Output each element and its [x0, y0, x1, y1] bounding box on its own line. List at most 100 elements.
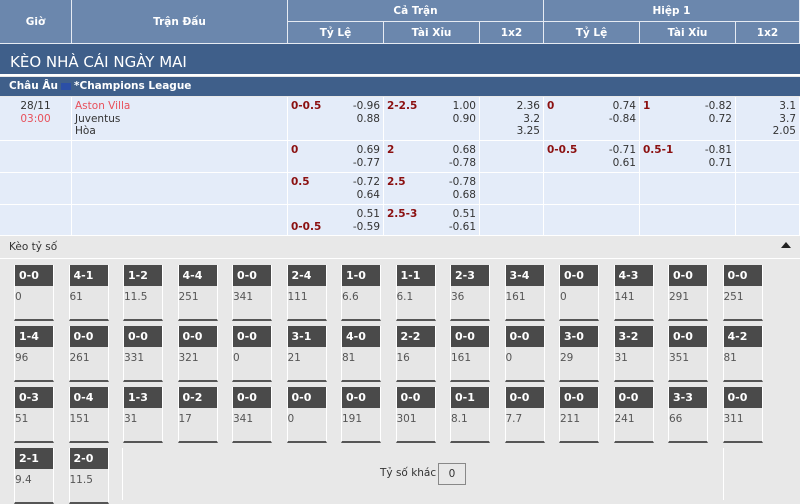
- score-cell[interactable]: 1-3 31: [123, 387, 163, 443]
- score-odds: 61: [69, 291, 83, 303]
- odds-1x2[interactable]: 3.1: [779, 100, 796, 112]
- h1-over-under-odds-2[interactable]: 0.71: [708, 156, 732, 169]
- ft-handicap-line: 0.5: [291, 176, 310, 188]
- score-cell[interactable]: 0-0 0: [286, 387, 327, 443]
- score-cell[interactable]: 4-0 81: [341, 326, 381, 382]
- score-cell[interactable]: 0-0 0: [232, 326, 272, 382]
- ft-over-under-cell[interactable]: 2 0.68 -0.78: [384, 141, 480, 173]
- h1-over-under-cell[interactable]: 1 -0.82 0.72: [640, 97, 736, 141]
- score-cell[interactable]: 0-0 291: [668, 265, 708, 321]
- home-team[interactable]: Aston Villa: [75, 100, 131, 112]
- ft-over-under-odds-1[interactable]: 0.68: [452, 144, 476, 156]
- score-cell[interactable]: 0-4 151: [68, 387, 109, 443]
- ft-handicap-odds-2[interactable]: -0.77: [352, 156, 380, 169]
- score-cell[interactable]: 0-0 161: [450, 326, 490, 382]
- score-cell[interactable]: 0-0 261: [68, 326, 109, 382]
- score-cell[interactable]: 2-4 111: [286, 265, 327, 321]
- ft-over-under-cell[interactable]: 2.5-3 0.51 -0.61: [384, 205, 480, 236]
- score-cell[interactable]: 4-3 141: [613, 265, 654, 321]
- h1-1x2-cell[interactable]: 3.1 3.7 2.05: [736, 97, 800, 141]
- ft-over-under-odds-1[interactable]: 0.51: [452, 208, 476, 220]
- ft-handicap-odds-1[interactable]: -0.72: [352, 176, 380, 188]
- score-cell[interactable]: 1-1 6.1: [395, 265, 436, 321]
- league-row[interactable]: Châu Âu *Champions League: [0, 77, 800, 96]
- score-cell[interactable]: 0-0 301: [395, 387, 436, 443]
- ft-handicap-odds-2[interactable]: 0.88: [356, 112, 380, 125]
- match-cell: [72, 141, 288, 173]
- score-cell[interactable]: 0-0 331: [123, 326, 163, 382]
- score-cell[interactable]: 2-3 36: [450, 265, 490, 321]
- score-cell[interactable]: 0-0 0: [559, 265, 599, 321]
- score-cell[interactable]: 3-4 161: [504, 265, 545, 321]
- ft-over-under-odds-1[interactable]: -0.78: [448, 176, 476, 188]
- odds-1x2[interactable]: 2.05: [772, 125, 796, 137]
- score-cell[interactable]: 0-0 191: [341, 387, 381, 443]
- score-cell[interactable]: 3-0 29: [559, 326, 599, 382]
- score-cell[interactable]: 0-0 211: [559, 387, 599, 443]
- score-cell[interactable]: 2-0 11.5: [68, 448, 109, 504]
- ft-handicap-cell[interactable]: 0 0.69 -0.77: [288, 141, 384, 173]
- score-cell[interactable]: 1-0 6.6: [341, 265, 381, 321]
- score-cell[interactable]: 0-0 7.7: [504, 387, 545, 443]
- h1-handicap-odds-1[interactable]: 0.74: [612, 100, 636, 112]
- ft-handicap-odds-1[interactable]: 0.69: [356, 144, 380, 156]
- h1-handicap-cell[interactable]: 0 0.74 -0.84: [544, 97, 640, 141]
- score-section-header[interactable]: Kèo tỷ số: [0, 236, 800, 259]
- score-cell[interactable]: 1-2 11.5: [123, 265, 163, 321]
- away-team[interactable]: Juventus: [75, 112, 121, 125]
- time-cell[interactable]: 28/11 03:00: [0, 97, 72, 141]
- odds-1x2[interactable]: 3.2: [523, 112, 540, 125]
- score-cell[interactable]: 0-0 321: [177, 326, 218, 382]
- ft-handicap-odds-1[interactable]: -0.96: [352, 100, 380, 112]
- h1-over-under-odds-2[interactable]: 0.72: [708, 112, 732, 125]
- ft-handicap-cell[interactable]: 0-0.5 -0.96 0.88: [288, 97, 384, 141]
- ft-over-under-cell[interactable]: 2.5 -0.78 0.68: [384, 173, 480, 205]
- match-cell[interactable]: Aston Villa Juventus Hòa: [72, 97, 288, 141]
- odds-1x2[interactable]: 2.36: [516, 100, 540, 112]
- ft-over-under-odds-1[interactable]: 1.00: [452, 100, 476, 112]
- ft-handicap-cell[interactable]: 0-0.5 0.51 -0.59: [288, 205, 384, 236]
- odds-1x2[interactable]: 3.7: [779, 112, 796, 125]
- ft-over-under-odds-2[interactable]: 0.90: [452, 112, 476, 125]
- ft-handicap-cell[interactable]: 0.5 -0.72 0.64: [288, 173, 384, 205]
- score-cell[interactable]: 0-0 341: [232, 387, 272, 443]
- score-cell[interactable]: 4-4 251: [177, 265, 218, 321]
- score-cell[interactable]: 0-0 341: [232, 265, 272, 321]
- h1-handicap-odds-1[interactable]: -0.71: [608, 144, 636, 156]
- score-cell[interactable]: 4-1 61: [68, 265, 109, 321]
- score-cell[interactable]: 0-0 0: [14, 265, 54, 321]
- score-cell[interactable]: 3-3 66: [668, 387, 708, 443]
- h1-over-under-odds-1[interactable]: -0.82: [704, 100, 732, 112]
- score-cell[interactable]: 0-0 0: [504, 326, 545, 382]
- score-cell[interactable]: 0-0 311: [722, 387, 763, 443]
- h1-handicap-odds-2[interactable]: -0.84: [608, 112, 636, 125]
- score-cell[interactable]: 2-1 9.4: [14, 448, 54, 504]
- score-cell[interactable]: 0-3 51: [14, 387, 54, 443]
- odds-1x2[interactable]: 3.25: [516, 125, 540, 137]
- ft-over-under-odds-2[interactable]: -0.78: [448, 156, 476, 169]
- h1-handicap-odds-2[interactable]: 0.61: [612, 156, 636, 169]
- h1-over-under-odds-1[interactable]: -0.81: [704, 144, 732, 156]
- other-score-value[interactable]: 0: [438, 463, 466, 485]
- ft-handicap-odds-2[interactable]: -0.59: [352, 220, 380, 233]
- ft-over-under-odds-2[interactable]: 0.68: [452, 188, 476, 201]
- score-cell[interactable]: 3-1 21: [286, 326, 327, 382]
- score-cell[interactable]: 0-0 241: [613, 387, 654, 443]
- col-header-ft-handicap: Tỷ Lệ: [288, 22, 384, 44]
- score-cell[interactable]: 0-0 251: [722, 265, 763, 321]
- h1-over-under-cell[interactable]: 0.5-1 -0.81 0.71: [640, 141, 736, 173]
- score-cell[interactable]: 0-1 8.1: [450, 387, 490, 443]
- score-cell[interactable]: 2-2 16: [395, 326, 436, 382]
- score-cell[interactable]: 3-2 31: [613, 326, 654, 382]
- score-cell[interactable]: 1-4 96: [14, 326, 54, 382]
- ft-handicap-odds-2[interactable]: 0.64: [356, 188, 380, 201]
- h1-handicap-cell[interactable]: 0-0.5 -0.71 0.61: [544, 141, 640, 173]
- score-cell[interactable]: 4-2 81: [722, 326, 763, 382]
- score-cell[interactable]: 0-2 17: [177, 387, 218, 443]
- score-cell[interactable]: 0-0 351: [668, 326, 708, 382]
- ft-handicap-odds-1[interactable]: 0.51: [356, 208, 380, 220]
- collapse-arrow-icon[interactable]: [781, 242, 791, 248]
- ft-1x2-cell[interactable]: 2.36 3.2 3.25: [480, 97, 544, 141]
- ft-over-under-cell[interactable]: 2-2.5 1.00 0.90: [384, 97, 480, 141]
- ft-over-under-odds-2[interactable]: -0.61: [448, 220, 476, 233]
